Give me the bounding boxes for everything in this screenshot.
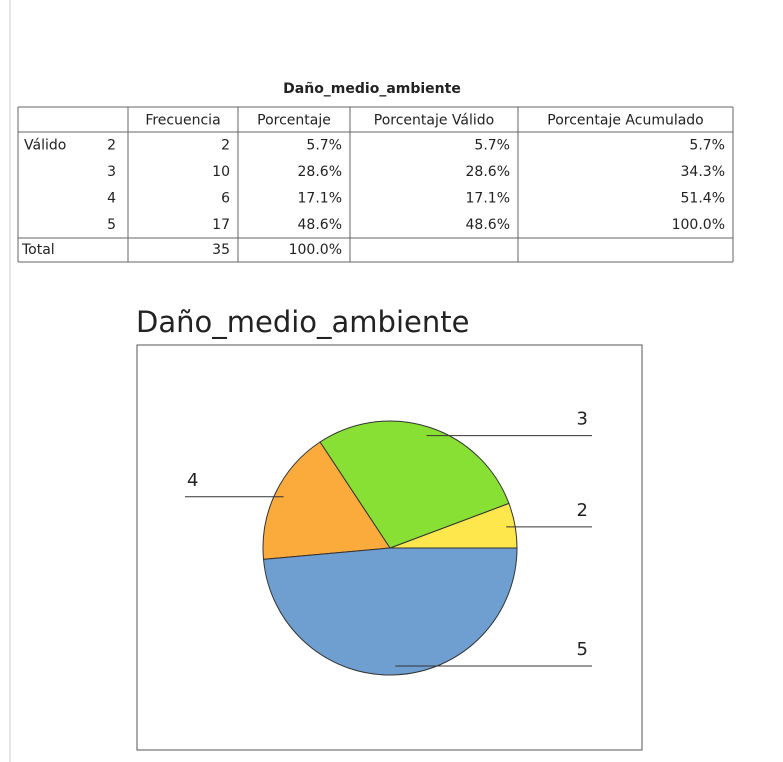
pie-slice <box>262 441 391 560</box>
cell: 5.7% <box>689 137 725 153</box>
cell: 48.6% <box>466 217 510 233</box>
cell: 2 <box>221 137 230 153</box>
cell: 100.0% <box>672 217 725 233</box>
slice-label: 2 <box>577 500 588 521</box>
row-label: 5 <box>107 217 116 233</box>
row-label: 3 <box>107 164 116 180</box>
cell: 5.7% <box>306 137 342 153</box>
column-header: Porcentaje <box>257 113 331 129</box>
row-label: 4 <box>107 190 116 206</box>
cell: 17.1% <box>466 190 510 206</box>
group-label: Válido <box>24 137 66 153</box>
cell: 35 <box>212 242 230 258</box>
cell: 28.6% <box>466 164 510 180</box>
cell: 34.3% <box>681 164 725 180</box>
cell: 10 <box>212 164 230 180</box>
cell: 17 <box>212 217 230 233</box>
slice-label: 3 <box>577 409 588 430</box>
total-label: Total <box>21 242 55 258</box>
slice-label: 5 <box>577 639 588 660</box>
column-header: Porcentaje Válido <box>374 113 494 129</box>
slice-label: 4 <box>187 470 198 491</box>
cell: 5.7% <box>474 137 510 153</box>
column-header: Porcentaje Acumulado <box>547 113 704 129</box>
chart-frame <box>136 344 643 751</box>
cell: 28.6% <box>298 164 342 180</box>
pie-slice <box>262 547 518 676</box>
row-label: 2 <box>107 137 116 153</box>
cell: 100.0% <box>289 242 342 258</box>
table-title: Daño_medio_ambiente <box>283 81 461 97</box>
column-header: Frecuencia <box>145 113 220 129</box>
chart-title: Daño_medio_ambiente <box>136 305 469 339</box>
cell: 48.6% <box>298 217 342 233</box>
cell: 6 <box>221 190 230 206</box>
cell: 51.4% <box>681 190 725 206</box>
cell: 17.1% <box>298 190 342 206</box>
pie-slice <box>319 420 510 549</box>
